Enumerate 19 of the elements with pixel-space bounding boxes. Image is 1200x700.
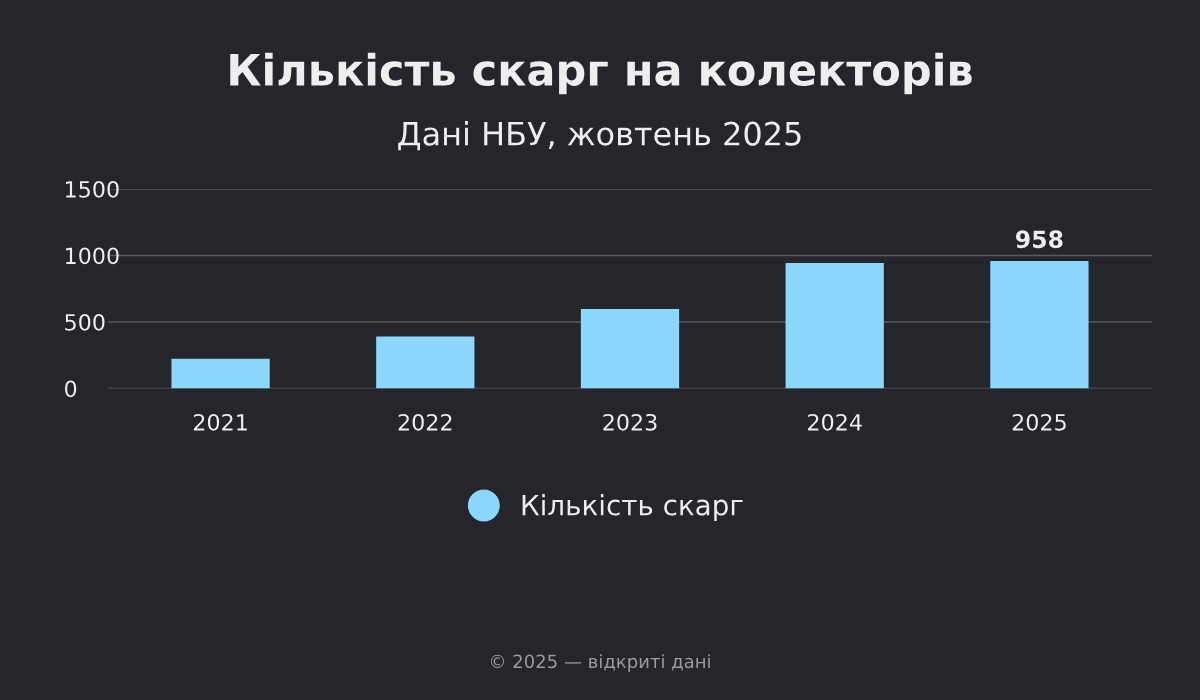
x-tick-label: 2023 xyxy=(603,413,657,431)
bar xyxy=(990,261,1089,389)
chart-title: Кількість скарг на колекторів xyxy=(230,52,972,95)
x-tick-label: 2024 xyxy=(808,413,862,431)
chart-subtitle: Дані НБУ, жовтень 2025 xyxy=(398,121,801,151)
y-tick-label: 0 xyxy=(65,380,77,398)
x-tick-label: 2025 xyxy=(1012,413,1066,431)
y-tick-label: 1000 xyxy=(66,247,119,265)
bar xyxy=(785,263,884,389)
x-tick-label: 2022 xyxy=(398,413,452,431)
bar xyxy=(171,358,270,389)
bar xyxy=(376,336,475,389)
legend-label: Кількість скарг xyxy=(522,494,743,521)
text: © 2025 — відкриті дані xyxy=(490,654,710,672)
bar xyxy=(580,308,680,389)
y-tick-label: 500 xyxy=(65,313,105,331)
y-tick-label: 1500 xyxy=(66,180,119,198)
data-label: 958 xyxy=(1015,230,1063,249)
x-tick-label: 2021 xyxy=(193,413,247,431)
